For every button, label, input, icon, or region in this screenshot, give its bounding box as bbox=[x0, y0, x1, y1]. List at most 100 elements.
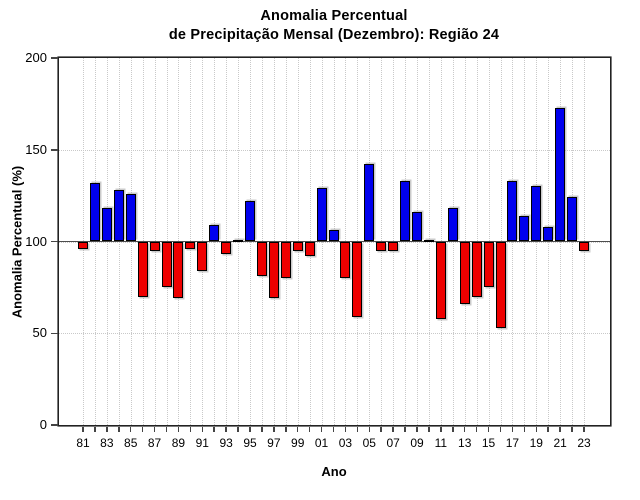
x-tick-label: 19 bbox=[529, 436, 543, 450]
x-axis-tick bbox=[356, 427, 359, 432]
y-axis-tick bbox=[51, 332, 58, 334]
bar-22 bbox=[567, 197, 578, 242]
bar-10 bbox=[423, 239, 434, 242]
bar-90 bbox=[185, 241, 196, 249]
bar-89 bbox=[173, 241, 184, 299]
x-axis-tick bbox=[440, 427, 442, 432]
x-tick-label: 83 bbox=[100, 436, 114, 450]
x-axis-tick bbox=[535, 427, 538, 432]
x-axis-tick bbox=[261, 427, 263, 432]
bar-98 bbox=[280, 241, 291, 279]
y-tick-label: 150 bbox=[25, 141, 47, 157]
bar-05 bbox=[364, 164, 375, 242]
bar-20 bbox=[543, 226, 554, 242]
y-axis-tick bbox=[51, 149, 58, 151]
x-axis-tick bbox=[523, 427, 526, 432]
x-tick-label: 91 bbox=[195, 436, 209, 450]
x-axis-tick bbox=[499, 427, 502, 432]
bar-13 bbox=[459, 241, 470, 304]
x-axis-tick bbox=[571, 427, 573, 432]
x-tick-label: 11 bbox=[434, 436, 448, 450]
x-tick-label: 89 bbox=[171, 436, 186, 450]
x-axis-tick bbox=[404, 427, 406, 432]
bar-14 bbox=[471, 241, 482, 297]
bar-15 bbox=[483, 241, 494, 288]
x-tick-label: 15 bbox=[481, 436, 496, 450]
x-tick-label: 93 bbox=[219, 436, 233, 450]
chart-title-line1: Anomalia Percentual bbox=[260, 8, 408, 24]
bar-06 bbox=[376, 241, 387, 251]
bar-91 bbox=[197, 241, 208, 271]
bar-02 bbox=[328, 230, 339, 242]
x-tick-label: 13 bbox=[458, 436, 472, 450]
horizontal-gridline bbox=[59, 149, 610, 151]
x-tick-label: 23 bbox=[577, 436, 591, 450]
y-tick-label: 0 bbox=[39, 417, 47, 432]
x-axis-tick bbox=[308, 427, 311, 432]
bar-09 bbox=[412, 212, 422, 242]
bar-86 bbox=[137, 241, 148, 297]
bar-21 bbox=[555, 107, 566, 242]
y-tick-label: 100 bbox=[25, 233, 47, 249]
bar-94 bbox=[233, 239, 244, 242]
bar-23 bbox=[579, 241, 589, 251]
x-axis-tick bbox=[129, 427, 132, 432]
x-tick-label: 07 bbox=[386, 436, 400, 450]
x-tick-label: 17 bbox=[505, 436, 520, 450]
y-axis-tick bbox=[51, 57, 58, 59]
bar-11 bbox=[435, 241, 446, 319]
x-axis-tick bbox=[487, 427, 490, 432]
x-tick-label: 03 bbox=[338, 436, 353, 450]
x-axis-tick bbox=[249, 427, 251, 432]
bar-82 bbox=[89, 182, 100, 242]
bar-99 bbox=[292, 241, 303, 251]
x-tick-label: 97 bbox=[267, 436, 281, 450]
x-axis-tick bbox=[273, 427, 275, 432]
x-axis-title: Ano bbox=[321, 464, 347, 479]
plot-area bbox=[59, 58, 610, 425]
x-tick-label: 85 bbox=[124, 436, 138, 450]
x-axis-tick bbox=[106, 427, 108, 432]
x-axis-tick bbox=[296, 427, 299, 432]
bar-04 bbox=[352, 241, 363, 317]
x-tick-label: 09 bbox=[410, 436, 424, 450]
bar-03 bbox=[340, 241, 351, 279]
x-axis-tick bbox=[452, 427, 454, 432]
bar-92 bbox=[209, 224, 220, 242]
bar-88 bbox=[161, 241, 172, 288]
x-tick-label: 21 bbox=[553, 436, 567, 450]
chart-title: Anomalia Percentual de Precipitação Mens… bbox=[34, 7, 634, 45]
x-tick-label: 95 bbox=[243, 436, 257, 450]
bar-95 bbox=[245, 201, 255, 242]
y-tick-label: 200 bbox=[25, 50, 47, 65]
bar-81 bbox=[78, 241, 88, 249]
x-axis-tick bbox=[201, 427, 204, 432]
chart-title-line2: de Precipitação Mensal (Dezembro): Regiã… bbox=[168, 27, 500, 43]
x-axis-tick bbox=[177, 427, 180, 432]
x-tick-label: 87 bbox=[147, 436, 162, 450]
horizontal-gridline bbox=[59, 333, 610, 335]
bar-83 bbox=[101, 208, 112, 242]
bar-16 bbox=[495, 241, 506, 328]
x-axis-tick bbox=[165, 427, 168, 432]
x-axis-tick bbox=[82, 427, 84, 432]
bar-08 bbox=[400, 180, 411, 242]
bar-96 bbox=[256, 241, 267, 277]
y-axis-tick bbox=[51, 240, 58, 243]
bar-85 bbox=[125, 193, 136, 242]
x-axis-tick bbox=[511, 427, 514, 432]
bar-84 bbox=[113, 190, 124, 242]
x-axis-tick bbox=[380, 427, 382, 432]
bar-18 bbox=[519, 215, 530, 242]
x-axis-tick bbox=[559, 427, 561, 432]
x-axis-tick bbox=[189, 427, 192, 432]
bar-00 bbox=[304, 241, 315, 257]
bar-97 bbox=[268, 241, 279, 299]
x-axis-tick bbox=[94, 427, 96, 432]
x-tick-label: 99 bbox=[291, 436, 305, 450]
x-tick-label: 01 bbox=[314, 436, 329, 450]
x-axis-tick bbox=[153, 427, 156, 432]
x-axis-tick bbox=[416, 427, 418, 432]
baseline-100pct bbox=[59, 240, 610, 243]
